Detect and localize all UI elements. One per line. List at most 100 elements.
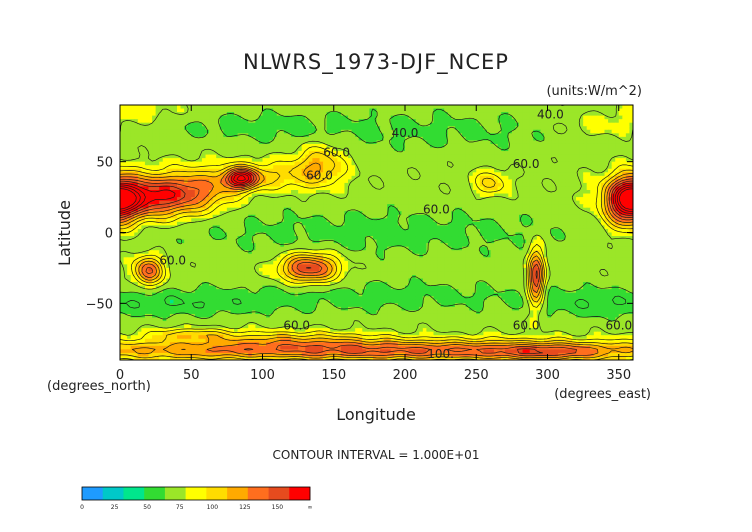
heatmap-cell xyxy=(162,204,167,209)
heatmap-cell xyxy=(152,214,157,219)
heatmap-cell xyxy=(586,147,591,152)
heatmap-cell xyxy=(255,147,260,152)
heatmap-cell xyxy=(600,129,606,134)
heatmap-cell xyxy=(583,200,588,205)
heatmap-cell xyxy=(262,186,267,191)
heatmap-cell xyxy=(362,143,367,149)
heatmap-cell xyxy=(444,147,449,152)
heatmap-cell xyxy=(390,126,395,131)
heatmap-cell xyxy=(244,175,249,180)
heatmap-cell xyxy=(130,186,135,191)
heatmap-cell xyxy=(522,126,527,131)
heatmap-cell xyxy=(134,143,139,149)
heatmap-cell xyxy=(540,214,545,219)
heatmap-cell xyxy=(173,151,178,156)
heatmap-cell xyxy=(600,186,606,191)
heatmap-cell xyxy=(508,175,513,180)
heatmap-cell xyxy=(241,108,246,113)
heatmap-cell xyxy=(597,126,602,131)
heatmap-cell xyxy=(554,129,559,134)
heatmap-cell xyxy=(355,129,360,134)
heatmap-cell xyxy=(558,133,563,138)
heatmap-cell xyxy=(166,179,171,184)
heatmap-cell xyxy=(590,161,595,166)
heatmap-cell xyxy=(294,129,299,134)
heatmap-cell xyxy=(390,129,395,134)
heatmap-cell xyxy=(622,133,627,138)
heatmap-cell xyxy=(291,136,296,142)
heatmap-cell xyxy=(365,172,370,177)
heatmap-cell xyxy=(565,200,570,205)
heatmap-cell xyxy=(148,214,153,219)
heatmap-cell xyxy=(127,221,132,227)
heatmap-cell xyxy=(465,218,470,223)
heatmap-cell xyxy=(312,165,317,170)
heatmap-cell xyxy=(483,193,488,198)
heatmap-cell xyxy=(462,115,467,120)
heatmap-cell xyxy=(426,140,431,145)
heatmap-cell xyxy=(522,119,527,124)
heatmap-cell xyxy=(155,129,160,134)
heatmap-cell xyxy=(426,214,431,219)
heatmap-cell xyxy=(251,105,256,110)
heatmap-cell xyxy=(458,165,463,170)
heatmap-cell xyxy=(558,115,563,120)
heatmap-cell xyxy=(522,214,527,219)
heatmap-cell xyxy=(622,154,627,159)
heatmap-cell xyxy=(141,172,146,177)
heatmap-cell xyxy=(127,218,132,223)
heatmap-cell xyxy=(205,119,210,124)
heatmap-cell xyxy=(529,126,534,131)
heatmap-cell xyxy=(504,214,509,219)
heatmap-cell xyxy=(255,175,260,180)
heatmap-cell xyxy=(180,168,185,173)
heatmap-cell xyxy=(529,221,534,227)
heatmap-cell xyxy=(494,179,499,184)
heatmap-cell xyxy=(340,119,346,124)
heatmap-cell xyxy=(241,115,246,120)
heatmap-cell xyxy=(611,204,616,209)
heatmap-cell xyxy=(394,108,399,113)
heatmap-cell xyxy=(447,165,452,170)
heatmap-cell xyxy=(166,218,171,223)
heatmap-cell xyxy=(440,105,445,110)
heatmap-cell xyxy=(134,218,139,223)
heatmap-cell xyxy=(586,140,591,145)
heatmap-cell xyxy=(397,218,403,223)
heatmap-cell xyxy=(358,158,363,163)
heatmap-cell xyxy=(586,112,591,117)
heatmap-cell xyxy=(234,204,239,209)
heatmap-cell xyxy=(298,161,303,166)
heatmap-cell xyxy=(237,165,242,170)
heatmap-cell xyxy=(337,218,342,223)
heatmap-cell xyxy=(166,112,171,117)
heatmap-cell xyxy=(315,207,321,212)
heatmap-cell xyxy=(251,179,256,184)
heatmap-cell xyxy=(572,151,577,156)
heatmap-cell xyxy=(344,172,349,177)
heatmap-cell xyxy=(526,136,531,142)
heatmap-cell xyxy=(593,154,598,159)
heatmap-cell xyxy=(426,172,431,177)
heatmap-cell xyxy=(237,197,242,202)
heatmap-cell xyxy=(380,165,385,170)
heatmap-cell xyxy=(130,161,135,166)
heatmap-cell xyxy=(429,126,435,131)
heatmap-cell xyxy=(184,115,189,120)
heatmap-cell xyxy=(597,165,602,170)
heatmap-cell xyxy=(152,147,157,152)
heatmap-cell xyxy=(298,168,303,173)
heatmap-cell xyxy=(169,165,175,170)
heatmap-cell xyxy=(258,108,264,113)
heatmap-cell xyxy=(283,119,289,124)
heatmap-cell xyxy=(422,136,427,142)
heatmap-cell xyxy=(408,172,413,177)
heatmap-cell xyxy=(283,136,289,142)
heatmap-cell xyxy=(608,119,613,124)
heatmap-cell xyxy=(244,147,249,152)
heatmap-cell xyxy=(194,112,199,117)
heatmap-cell xyxy=(283,143,289,149)
heatmap-cell xyxy=(593,165,598,170)
heatmap-cell xyxy=(301,168,306,173)
heatmap-cell xyxy=(558,112,563,117)
